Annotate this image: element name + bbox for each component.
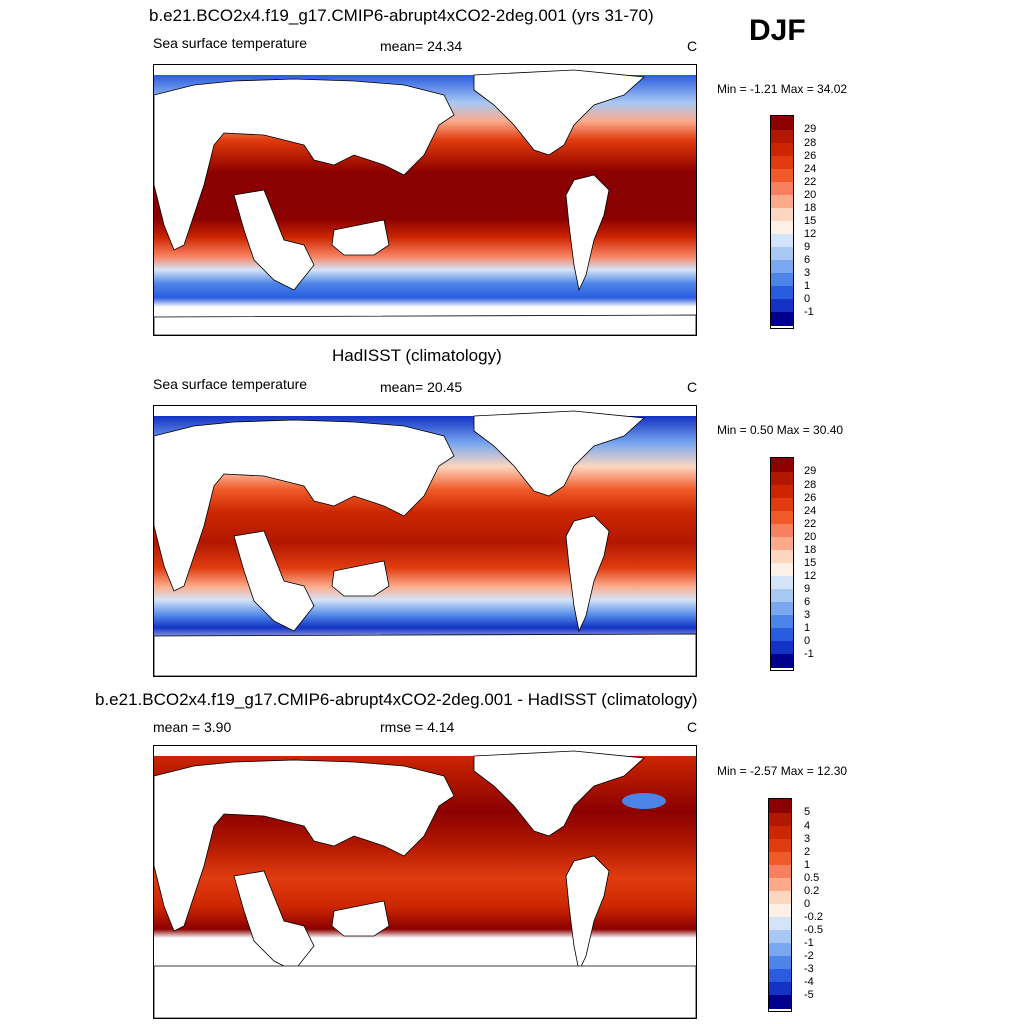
panel-1-mean: mean= 24.34 bbox=[380, 38, 463, 54]
cb2-label: 9 bbox=[804, 583, 811, 595]
panel-1-units: C bbox=[687, 38, 698, 54]
cb1-label: 22 bbox=[804, 176, 817, 188]
panel-3-continents bbox=[154, 750, 696, 1018]
panel-1-colorbar bbox=[770, 115, 794, 329]
cb1-label: 20 bbox=[804, 189, 817, 201]
cb3-label: 1 bbox=[804, 859, 811, 871]
cb2-label: 1 bbox=[804, 622, 811, 634]
panel-3-mean: mean = 3.90 bbox=[153, 719, 232, 735]
panel-3-title: b.e21.BCO2x4.f19_g17.CMIP6-abrupt4xCO2-2… bbox=[95, 690, 698, 709]
cb2-label: 20 bbox=[804, 531, 817, 543]
cb1-label: 15 bbox=[804, 215, 817, 227]
panel-2-title: HadISST (climatology) bbox=[332, 346, 502, 365]
cb3-label: 0 bbox=[804, 898, 811, 910]
cb1-label: -1 bbox=[804, 306, 814, 318]
panel-3-colorbar bbox=[768, 798, 792, 1012]
cb2-label: 28 bbox=[804, 479, 817, 491]
cb2-label: 26 bbox=[804, 492, 817, 504]
cb3-label: -0.5 bbox=[804, 924, 823, 936]
cb3-label: -2 bbox=[804, 950, 814, 962]
cb3-label: 3 bbox=[804, 833, 811, 845]
panel-2-mean: mean= 20.45 bbox=[380, 379, 463, 395]
panel-2-colorbar bbox=[770, 457, 794, 671]
panel-2-continents bbox=[154, 410, 696, 676]
cb1-label: 1 bbox=[804, 280, 811, 292]
cb2-label: 15 bbox=[804, 557, 817, 569]
panel-3-cold-anomaly bbox=[622, 793, 666, 809]
cb3-label: 5 bbox=[804, 806, 811, 818]
panel-1-left-label: Sea surface temperature bbox=[153, 35, 308, 51]
panel-2-map bbox=[153, 405, 697, 677]
cb2-label: 24 bbox=[804, 505, 817, 517]
cb1-label: 3 bbox=[804, 267, 811, 279]
cb3-label: -1 bbox=[804, 937, 814, 949]
cb3-label: 4 bbox=[804, 820, 811, 832]
panel-3-units: C bbox=[687, 719, 698, 735]
cb2-label: 12 bbox=[804, 570, 817, 582]
cb3-label: 0.5 bbox=[804, 872, 820, 884]
cb2-label: 18 bbox=[804, 544, 817, 556]
panel-2-minmax: Min = 0.50 Max = 30.40 bbox=[717, 423, 844, 437]
cb1-label: 0 bbox=[804, 293, 811, 305]
cb2-label: 3 bbox=[804, 609, 811, 621]
panel-3-minmax: Min = -2.57 Max = 12.30 bbox=[717, 764, 848, 778]
cb3-label: -3 bbox=[804, 963, 814, 975]
cb3-label: 0.2 bbox=[804, 885, 820, 897]
panel-1-map bbox=[153, 64, 697, 336]
cb3-label: 2 bbox=[804, 846, 811, 858]
panel-3-map bbox=[153, 745, 697, 1019]
panel-1-minmax: Min = -1.21 Max = 34.02 bbox=[717, 82, 848, 96]
cb3-label: -0.2 bbox=[804, 911, 823, 923]
panel-2-units: C bbox=[687, 379, 698, 395]
cb1-label: 24 bbox=[804, 163, 817, 175]
cb1-label: 6 bbox=[804, 254, 811, 266]
cb2-label: 22 bbox=[804, 518, 817, 530]
cb3-label: -4 bbox=[804, 976, 814, 988]
cb2-label: 0 bbox=[804, 635, 811, 647]
panel-1-continents bbox=[154, 69, 696, 335]
cb2-label: 6 bbox=[804, 596, 811, 608]
panel-3-rmse: rmse = 4.14 bbox=[380, 719, 455, 735]
panel-1-title: b.e21.BCO2x4.f19_g17.CMIP6-abrupt4xCO2-2… bbox=[149, 6, 654, 25]
cb1-label: 9 bbox=[804, 241, 811, 253]
cb1-label: 29 bbox=[804, 123, 817, 135]
season-label: DJF bbox=[749, 14, 806, 47]
cb1-label: 12 bbox=[804, 228, 817, 240]
panel-2-left-label: Sea surface temperature bbox=[153, 376, 308, 392]
cb2-label: -1 bbox=[804, 648, 814, 660]
cb3-label: -5 bbox=[804, 989, 814, 1001]
cb1-label: 28 bbox=[804, 137, 817, 149]
cb1-label: 26 bbox=[804, 150, 817, 162]
cb2-label: 29 bbox=[804, 465, 817, 477]
cb1-label: 18 bbox=[804, 202, 817, 214]
